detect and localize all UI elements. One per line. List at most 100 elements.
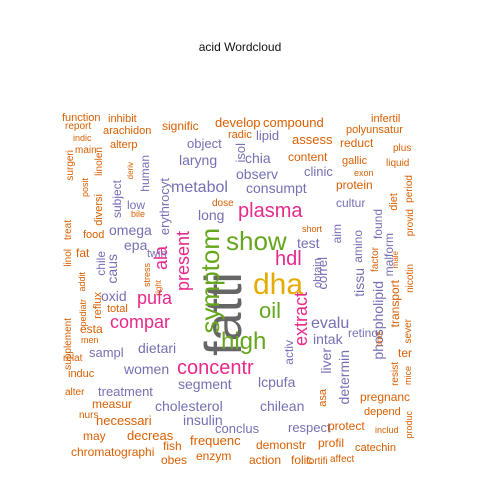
cloud-word: provid — [405, 209, 416, 237]
cloud-word: extract — [291, 292, 311, 347]
cloud-word: alter — [65, 387, 85, 398]
cloud-word: low — [127, 198, 146, 212]
cloud-word: measur — [92, 397, 133, 411]
cloud-word: plus — [393, 143, 412, 154]
cloud-word: function — [62, 112, 101, 124]
cloud-word: nicotin — [405, 264, 416, 293]
cloud-word: supplement — [63, 318, 74, 370]
cloud-word: action — [249, 453, 282, 467]
cloud-word: chromatographi — [71, 445, 155, 459]
cloud-word: present — [173, 231, 193, 292]
cloud-word: reduct — [340, 136, 374, 150]
cloud-word: exon — [354, 168, 374, 178]
cloud-word: report — [65, 121, 92, 132]
cloud-word: infertil — [371, 113, 401, 125]
cloud-word: liver — [318, 348, 334, 374]
cloud-word: treat — [63, 220, 74, 241]
cloud-word: food — [83, 229, 105, 241]
cloud-word: high — [221, 328, 267, 355]
cloud-word: affect — [330, 454, 355, 465]
cloud-word: protect — [328, 419, 365, 433]
cloud-word: reflux — [92, 292, 104, 319]
cloud-word: determin — [336, 350, 352, 405]
cloud-word: necessari — [96, 413, 152, 428]
cloud-word: gallic — [342, 155, 368, 167]
cloud-word: relat — [63, 353, 83, 364]
cloud-word: depend — [364, 406, 401, 418]
cloud-word: stress — [142, 263, 152, 288]
cloud-word: omega — [109, 222, 152, 238]
cloud-word: twin — [147, 248, 167, 260]
cloud-word: pufa — [137, 288, 173, 308]
cloud-word: decreas — [127, 428, 174, 443]
cloud-word: asa — [317, 389, 329, 407]
cloud-word: transport — [388, 280, 402, 328]
cloud-word: intak — [313, 331, 343, 347]
cloud-word: phospholipid — [370, 281, 386, 360]
cloud-word: consumpt — [246, 180, 307, 196]
cloud-word: subject — [110, 180, 124, 219]
cloud-word: evalu — [311, 315, 350, 332]
cloud-word: treatment — [98, 384, 153, 399]
cloud-word: obes — [161, 453, 188, 467]
cloud-word: resist — [390, 362, 401, 386]
cloud-word: show — [226, 226, 287, 256]
cloud-word: symptom — [195, 228, 225, 334]
cloud-word: sampl — [89, 345, 124, 360]
cloud-word: chilean — [260, 398, 305, 414]
cloud-word: total — [107, 303, 128, 315]
cloud-word: isol — [233, 143, 248, 163]
cloud-word: indic — [73, 133, 92, 143]
cloud-word: right — [154, 280, 163, 296]
cloud-word: diversi — [93, 194, 105, 226]
cloud-word: conclus — [215, 421, 260, 436]
cloud-word: cultur — [336, 196, 366, 210]
cloud-word: addit — [77, 272, 87, 292]
cloud-word: profil — [318, 436, 345, 450]
cloud-word: alterp — [110, 139, 138, 151]
cloud-word: arachidon — [103, 125, 152, 137]
cloud-word: retino — [348, 326, 379, 340]
cloud-word: concentr — [177, 357, 254, 379]
cloud-word: deriv — [126, 162, 135, 180]
cloud-word: assess — [292, 132, 333, 147]
cloud-word: oxid — [101, 288, 127, 304]
cloud-word: laryng — [179, 152, 218, 168]
cloud-word: includ — [375, 425, 399, 435]
cloud-word: pregnanc — [360, 390, 411, 404]
cloud-word: plasma — [238, 200, 303, 222]
cloud-word: pediatr — [78, 299, 88, 327]
cloud-word: induc — [68, 368, 95, 380]
cloud-word: aim — [330, 224, 344, 244]
cloud-word: polyunsatur — [346, 124, 403, 136]
cloud-word: lcpufa — [258, 374, 296, 390]
cloud-word: may — [83, 429, 106, 443]
cloud-word: nurs — [79, 410, 99, 421]
cloud-word: segment — [178, 376, 232, 392]
cloud-word: posit — [80, 178, 90, 198]
cloud-word: time — [375, 331, 384, 347]
cloud-word: cholesterol — [155, 398, 223, 414]
cloud-word: test — [297, 235, 320, 251]
cloud-word: short — [302, 224, 323, 234]
cloud-word: metabol — [171, 179, 228, 196]
cloud-word: protein — [336, 178, 373, 192]
cloud-word: amino — [351, 230, 365, 263]
cloud-word: linol — [63, 249, 74, 267]
cloud-word: lipid — [256, 128, 280, 143]
cloud-word: dose — [212, 198, 234, 209]
cloud-word: hdl — [275, 248, 302, 270]
cloud-word: oil — [259, 298, 282, 323]
cloud-word: demonstr — [256, 438, 307, 452]
cloud-word: content — [288, 150, 328, 164]
cloud-word: fish — [163, 439, 182, 453]
cloud-word: sever — [403, 319, 414, 344]
cloud-word: factor — [370, 247, 381, 273]
cloud-word: men — [81, 335, 99, 345]
cloud-word: clinic — [304, 164, 333, 179]
cloud-word: signific — [162, 119, 199, 133]
cloud-word: object — [187, 136, 222, 151]
cloud-word: male — [391, 251, 400, 269]
cloud-word: catechin — [355, 442, 396, 454]
